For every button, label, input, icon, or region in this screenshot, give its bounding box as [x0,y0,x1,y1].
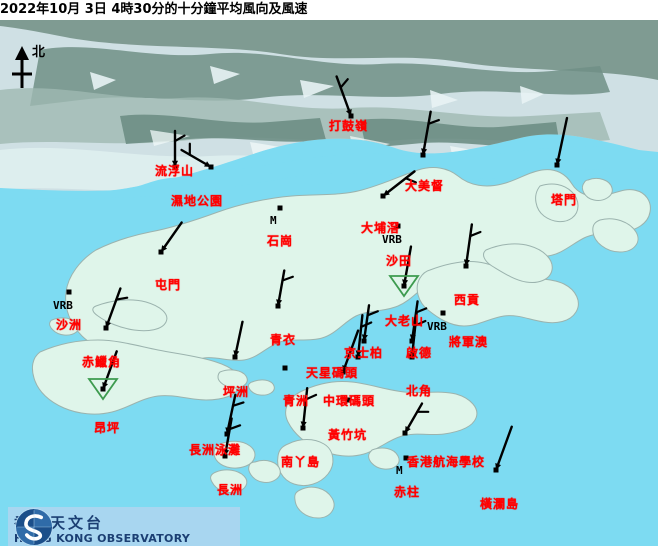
station-label-0[interactable]: 打鼓嶺 [329,119,369,133]
station-dot[interactable] [395,223,401,229]
missing-data-marker: M [396,464,403,477]
vrb-marker: VRB [53,299,73,312]
wind-barb [335,75,353,118]
station-label-10[interactable]: 大老山 [385,314,425,328]
vrb-marker: VRB [382,233,402,246]
station-label-8[interactable]: 屯門 [155,278,182,292]
station-label-29[interactable]: 橫瀾島 [480,497,520,511]
station-label-11[interactable]: 沙洲 [56,318,83,332]
station-label-20[interactable]: 中環碼頭 [323,394,376,408]
station-label-13[interactable]: 赤鱲角 [82,355,122,369]
wind-barb [403,402,430,435]
station-label-23[interactable]: 黃竹坑 [328,428,368,442]
station-label-17[interactable]: 天星碼頭 [306,366,359,380]
wind-barb [180,142,213,169]
map-canvas[interactable]: 北 打鼓嶺 流浮山 濕地公園 M 石崗 大美督 塔門 大埔滘 VRB 沙田 屯門 西貢 大老山 VRB 沙洲… [0,20,658,546]
wind-barb [300,387,318,430]
station-label-25[interactable]: 南丫島 [281,455,321,469]
station-label-19[interactable]: 坪洲 [223,385,250,399]
hk-landmass [31,167,651,519]
observatory-logo-icon [15,508,53,546]
station-label-3[interactable]: 石崗 [267,234,294,248]
wind-barb [381,170,417,198]
station-label-16[interactable]: 啟德 [406,346,433,360]
elevation-marker-layer [87,275,420,401]
station-label-28[interactable]: 赤柱 [394,485,421,499]
elevation-marker [388,275,420,298]
station-label-9[interactable]: 西貢 [454,293,481,307]
station-label-22[interactable]: 昂坪 [94,421,121,435]
station-dot[interactable] [282,365,288,371]
wind-barb [104,287,129,330]
station-label-21[interactable]: 青洲 [283,394,310,408]
station-label-14[interactable]: 將軍澳 [449,335,489,349]
station-label-12[interactable]: 青衣 [270,333,297,347]
station-label-26[interactable]: 香港航海學校 [407,455,486,469]
station-label-27[interactable]: 長洲 [217,483,244,497]
station-dot[interactable] [403,455,409,461]
page-title: 2022年10月 3日 4時30分的十分鐘平均風向及風速 [0,0,658,20]
wind-barb [223,417,242,458]
wind-barb [159,221,183,254]
station-label-15[interactable]: 京士柏 [344,346,384,360]
station-label-1[interactable]: 流浮山 [155,164,195,178]
wind-barb [463,223,482,268]
wind-barb [171,129,186,169]
vrb-marker: VRB [427,320,447,333]
wind-barb [402,245,413,288]
station-label-5[interactable]: 塔門 [551,193,578,207]
station-dot[interactable] [277,205,283,211]
wind-barb [494,425,513,472]
wind-barb [233,320,244,359]
station-dot[interactable] [66,289,72,295]
station-label-24[interactable]: 長洲泳灘 [189,443,242,457]
north-arrow-icon [12,46,32,88]
station-dot[interactable] [345,397,351,403]
wind-barb-layer [66,75,569,473]
station-label-4[interactable]: 大美督 [405,179,445,193]
wind-barb [409,312,427,359]
wind-barb [355,314,373,359]
wind-barb [421,110,440,157]
station-label-7[interactable]: 沙田 [386,254,413,268]
station-label-6[interactable]: 大埔滘 [361,221,401,235]
mainland-coastline [0,146,658,199]
wind-barb [361,304,379,343]
hko-logo: 香港天文台 HONG KONG OBSERVATORY [8,507,240,546]
missing-data-marker: M [270,214,277,227]
station-label-18[interactable]: 北角 [406,384,433,398]
station-label-2[interactable]: 濕地公園 [171,194,224,208]
wind-barb [555,116,569,167]
station-dot[interactable] [440,310,446,316]
logo-english-name: HONG KONG OBSERVATORY [14,531,191,545]
elevation-marker [87,378,119,401]
wind-barb [341,329,360,374]
north-arrow: 北 [6,44,66,92]
wind-barb [101,350,118,391]
north-arrow-label: 北 [32,45,46,60]
wind-barb [276,269,294,308]
map-geography [0,20,658,546]
